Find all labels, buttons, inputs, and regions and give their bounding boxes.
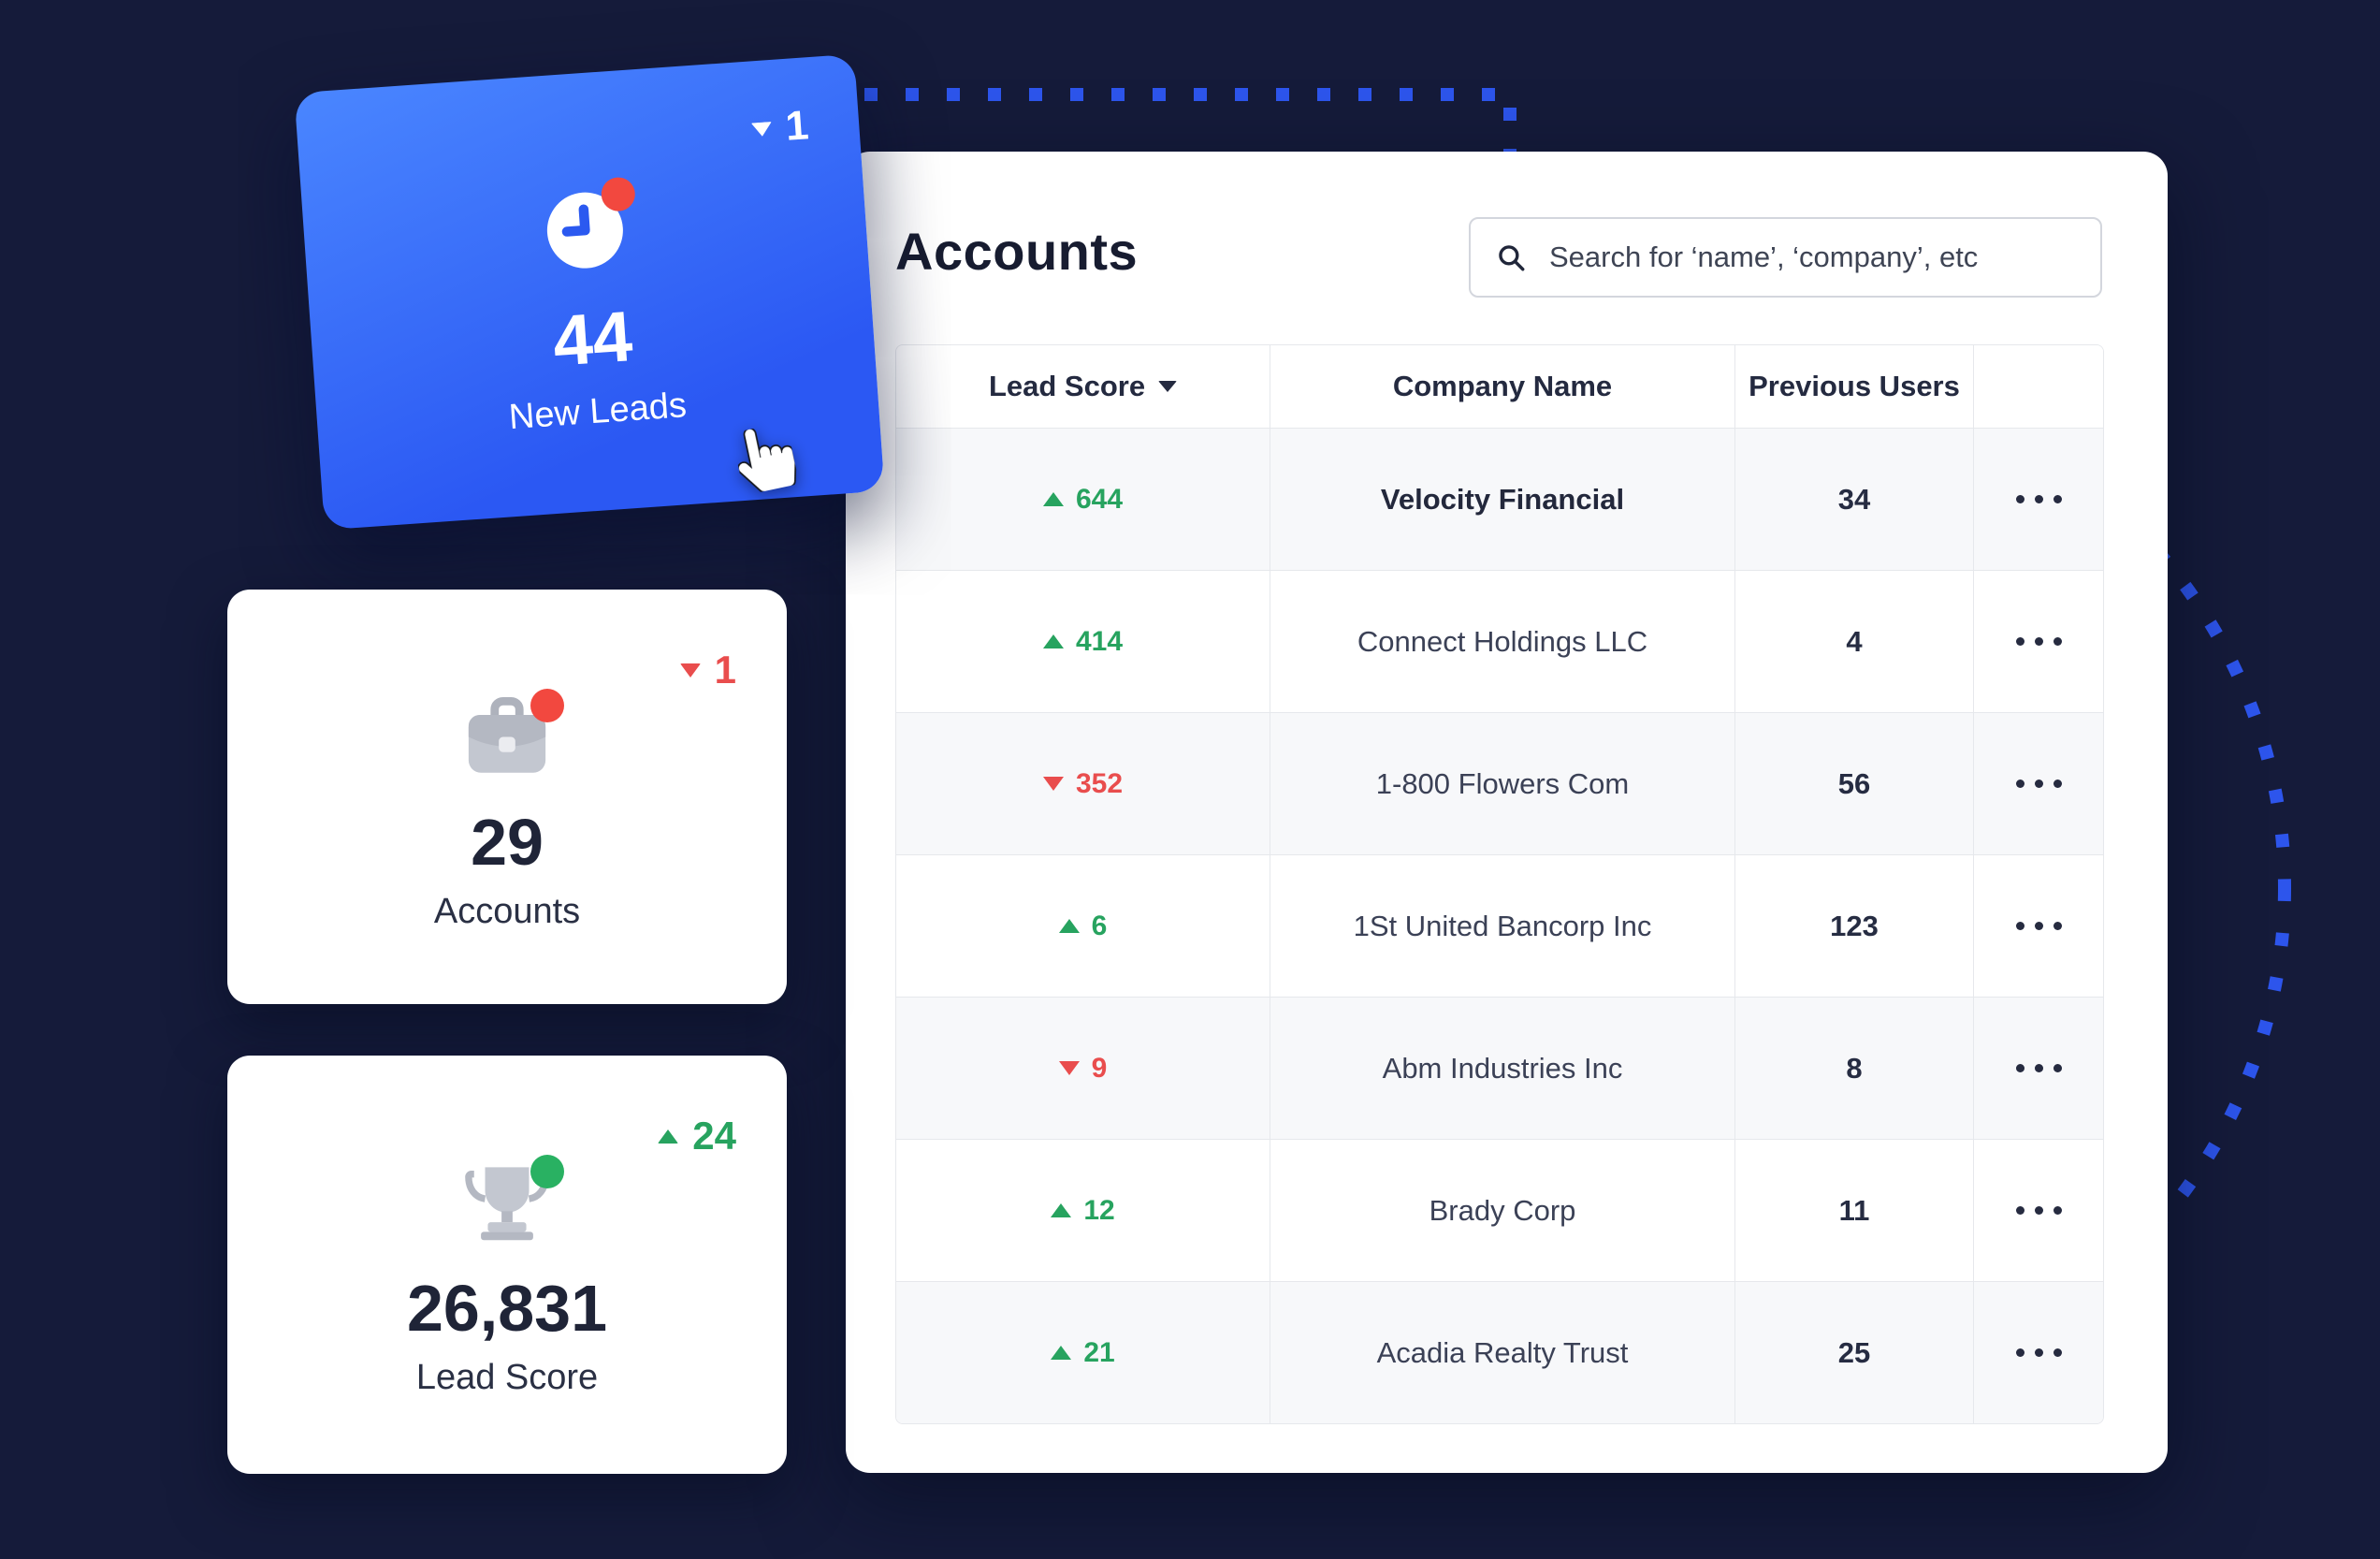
lead-score-badge: 24: [658, 1114, 736, 1158]
previous-users: 8: [1734, 998, 1973, 1139]
previous-users: 25: [1734, 1282, 1973, 1423]
header-previous-users: Previous Users: [1734, 345, 1973, 428]
badge-value: 24: [692, 1114, 736, 1158]
table-header-row: Lead Score Company Name Previous Users: [896, 345, 2103, 428]
company-name: Abm Industries Inc: [1270, 998, 1734, 1139]
badge-value: 1: [714, 648, 736, 692]
previous-users: 34: [1734, 429, 1973, 570]
lead-score-value: 6: [1091, 910, 1108, 941]
row-actions-button[interactable]: [2003, 624, 2075, 659]
lead-score-value: 12: [1083, 1194, 1115, 1226]
lead-score-value: 9: [1091, 1052, 1108, 1084]
new-leads-card[interactable]: 1 44 New Leads: [294, 53, 885, 531]
trend-down-icon: [679, 663, 701, 678]
trend-down-icon: [750, 121, 773, 138]
row-actions-button[interactable]: [2003, 1051, 2075, 1085]
trophy-icon: [457, 1155, 564, 1253]
lead-score-value: 26,831: [406, 1272, 608, 1345]
row-actions-button[interactable]: [2003, 766, 2075, 801]
search-box[interactable]: [1469, 217, 2102, 298]
table-row[interactable]: 352 1-800 Flowers Com 56: [896, 712, 2103, 854]
lead-score-cell: 21: [896, 1282, 1270, 1423]
accounts-label: Accounts: [433, 892, 581, 931]
row-actions-button[interactable]: [2003, 1193, 2075, 1228]
table-body: 644 Velocity Financial 34 414 Connect Ho…: [896, 428, 2103, 1423]
row-actions-button[interactable]: [2003, 482, 2075, 517]
row-actions-button[interactable]: [2003, 1335, 2075, 1370]
trend-icon: [1058, 1061, 1080, 1075]
lead-score-cell: 12: [896, 1140, 1270, 1281]
lead-score-value: 414: [1075, 625, 1124, 657]
trend-icon: [1042, 634, 1064, 648]
header-actions: [1973, 345, 2103, 428]
company-name: Acadia Realty Trust: [1270, 1282, 1734, 1423]
table-row[interactable]: 644 Velocity Financial 34: [896, 428, 2103, 570]
company-name: Connect Holdings LLC: [1270, 571, 1734, 712]
trend-icon: [1042, 492, 1064, 506]
table-row[interactable]: 6 1St United Bancorp Inc 123: [896, 854, 2103, 997]
previous-users: 4: [1734, 571, 1973, 712]
lead-score-cell: 9: [896, 998, 1270, 1139]
previous-users: 11: [1734, 1140, 1973, 1281]
header-company-name: Company Name: [1270, 345, 1734, 428]
company-name: Brady Corp: [1270, 1140, 1734, 1281]
table-row[interactable]: 9 Abm Industries Inc 8: [896, 997, 2103, 1139]
trend-icon: [1051, 1346, 1072, 1360]
accounts-panel: Accounts Lead Score Company Name Previou…: [846, 152, 2168, 1473]
lead-score-value: 21: [1083, 1336, 1115, 1368]
search-icon: [1499, 245, 1525, 271]
alert-dot: [530, 689, 564, 722]
table-row[interactable]: 12 Brady Corp 11: [896, 1139, 2103, 1281]
previous-users: 123: [1734, 855, 1973, 997]
page-title: Accounts: [895, 222, 1139, 281]
table-row[interactable]: 21 Acadia Realty Trust 25: [896, 1281, 2103, 1423]
lead-score-card[interactable]: 24 26,831 Lead Score: [227, 1056, 787, 1474]
company-name: 1-800 Flowers Com: [1270, 713, 1734, 854]
lead-score-value: 352: [1075, 767, 1124, 799]
lead-score-cell: 6: [896, 855, 1270, 997]
success-dot: [530, 1155, 564, 1188]
trend-icon: [1042, 777, 1064, 791]
previous-users: 56: [1734, 713, 1973, 854]
trend-up-icon: [658, 1129, 679, 1144]
badge-value: 1: [784, 102, 810, 150]
new-leads-badge: 1: [749, 102, 810, 153]
lead-score-cell: 644: [896, 429, 1270, 570]
company-name: Velocity Financial: [1270, 429, 1734, 570]
trend-icon: [1058, 919, 1080, 933]
lead-score-cell: 414: [896, 571, 1270, 712]
lead-score-cell: 352: [896, 713, 1270, 854]
accounts-card[interactable]: 1 29 Accounts: [227, 590, 787, 1004]
lead-score-label: Lead Score: [415, 1358, 599, 1397]
search-input[interactable]: [1547, 240, 2076, 275]
company-name: 1St United Bancorp Inc: [1270, 855, 1734, 997]
clock-icon: [537, 176, 637, 283]
cursor-pointer-icon: [737, 428, 797, 493]
row-actions-button[interactable]: [2003, 909, 2075, 943]
accounts-value: 29: [471, 806, 544, 879]
lead-score-value: 644: [1075, 483, 1124, 515]
header-lead-score-label: Lead Score: [988, 370, 1146, 402]
accounts-badge: 1: [679, 648, 736, 692]
table-row[interactable]: 414 Connect Holdings LLC 4: [896, 570, 2103, 712]
briefcase-icon: [457, 689, 564, 787]
accounts-table: Lead Score Company Name Previous Users 6…: [895, 344, 2104, 1424]
trend-icon: [1051, 1203, 1072, 1217]
sort-caret-icon: [1158, 381, 1178, 392]
header-lead-score[interactable]: Lead Score: [896, 345, 1270, 428]
